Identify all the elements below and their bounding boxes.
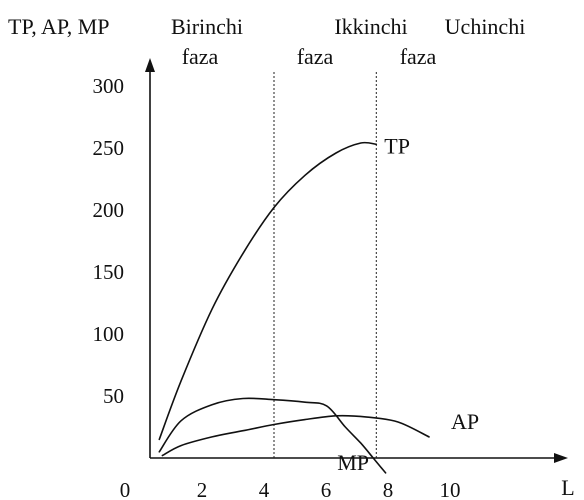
y-tick-150: 150 [93, 260, 125, 284]
x-tick-8: 8 [383, 478, 394, 500]
x-tick-4: 4 [259, 478, 270, 500]
phase-1-name: Birinchi [171, 14, 243, 39]
x-tick-labels: 0 2 4 6 8 10 [120, 478, 461, 500]
y-tick-250: 250 [93, 136, 125, 160]
x-tick-2: 2 [197, 478, 208, 500]
y-tick-200: 200 [93, 198, 125, 222]
phase-2-sub: faza [297, 44, 334, 69]
tp-curve [158, 141, 378, 441]
mp-label: MP [337, 450, 369, 475]
phase-3-name: Uchinchi [445, 14, 526, 39]
series-curves [158, 141, 430, 474]
x-tick-0: 0 [120, 478, 131, 500]
phase-3-sub: faza [400, 44, 437, 69]
y-tick-100: 100 [93, 322, 125, 346]
y-axis-title: TP, AP, MP [8, 14, 110, 39]
phase-boundaries [273, 72, 377, 458]
tp-label: TP [384, 133, 410, 158]
y-tick-labels: 300 250 200 150 100 50 [93, 74, 125, 408]
mp-curve [158, 397, 387, 474]
series-labels: TP MP AP [337, 133, 479, 475]
x-axis-arrow [554, 453, 568, 463]
x-tick-6: 6 [321, 478, 332, 500]
y-tick-50: 50 [103, 384, 124, 408]
y-axis-arrow [145, 58, 155, 72]
x-tick-10: 10 [440, 478, 461, 500]
ap-label: AP [451, 409, 479, 434]
phase-2-name: Ikkinchi [334, 14, 407, 39]
y-tick-300: 300 [93, 74, 125, 98]
phase-1-sub: faza [182, 44, 219, 69]
ap-curve [161, 414, 430, 457]
x-axis-title: L [561, 475, 574, 500]
